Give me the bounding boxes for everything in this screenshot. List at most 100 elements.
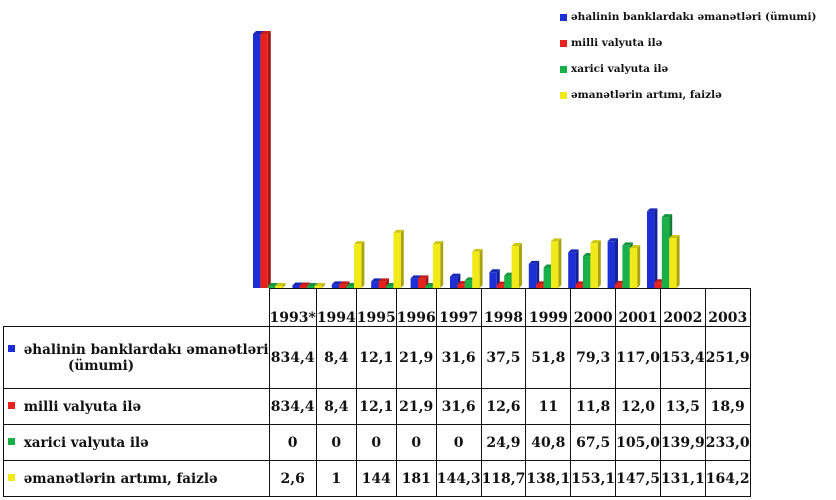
cell-total-2003: 251,9 (704, 326, 751, 389)
table-corner (3, 288, 270, 327)
row-label-national: milli valyuta ilə (3, 388, 270, 425)
cell-growth-1999: 138,1 (525, 460, 572, 497)
bar-top-total-2000 (528, 260, 540, 264)
bar-front-foreign-1997 (425, 286, 433, 288)
row-label-national-text: milli valyuta ilə (23, 398, 142, 415)
bar-front-growth-2002 (629, 248, 638, 288)
row-swatch-total (8, 344, 15, 352)
cell-growth-1997: 144,3 (435, 460, 482, 497)
row-label-foreign-text: xarici valyuta ilə (23, 434, 149, 451)
cell-foreign-2001: 105,0 (615, 424, 661, 461)
bar-front-foreign-1994 (307, 286, 315, 288)
year-header-1994: 1994 (315, 288, 357, 327)
cell-growth-2003: 164,2 (704, 460, 751, 497)
bar-front-national-1997 (418, 278, 426, 288)
bar-side-growth-1993* (282, 283, 286, 288)
bar-front-foreign-2002 (622, 245, 630, 288)
cell-national-2001: 12,0 (615, 388, 661, 425)
bar-top-national-1993* (260, 31, 271, 34)
bar-growth-1997 (432, 241, 444, 288)
year-header-1997: 1997 (435, 288, 482, 327)
cell-national-1994: 8,4 (315, 388, 357, 425)
bar-front-foreign-2000 (543, 267, 551, 288)
bar-side-total-2000 (536, 260, 540, 288)
legend-item-total: əhalinin banklardakı əmanətləri (ümumi) (560, 4, 832, 30)
cell-growth-1993*: 2,6 (268, 460, 317, 497)
cell-total-2000: 79,3 (570, 326, 617, 389)
bar-front-growth-1999 (511, 245, 519, 288)
bar-top-national-1997 (418, 275, 429, 279)
bar-side-total-2002 (615, 238, 618, 288)
bar-growth-2002 (629, 245, 641, 288)
bar-total-2003 (647, 208, 658, 288)
bar-side-growth-1994 (322, 283, 325, 288)
bar-front-foreign-1998 (464, 280, 473, 288)
bar-top-total-1994 (292, 282, 303, 286)
cell-growth-2001: 147,5 (615, 460, 661, 497)
cell-national-1999: 11 (525, 388, 572, 425)
bar-top-total-2001 (568, 249, 579, 253)
cell-national-2003: 18,9 (704, 388, 751, 425)
legend-swatch-national (560, 39, 567, 47)
bar-growth-1993* (275, 283, 286, 288)
bar-front-growth-1996 (393, 232, 401, 288)
bar-front-foreign-2003 (661, 217, 670, 288)
table-row-foreign: xarici valyuta ilə 0 0 0 0 0 24,9 40,8 67,5 105,… (3, 424, 751, 461)
cell-total-1997: 31,6 (435, 326, 482, 389)
legend-item-national: milli valyuta ilə (560, 30, 832, 56)
legend-swatch-foreign (560, 65, 567, 73)
year-header-row: 1993* 1994 1995 1996 1997 1998 1999 2000 2001 200… (3, 288, 751, 327)
bar-top-growth-1995 (354, 241, 365, 245)
row-label-total-line2: (ümumi) (68, 357, 135, 374)
data-table: 1993* 1994 1995 1996 1997 1998 1999 2000 2001 200… (3, 288, 751, 497)
bar-side-total-2001 (575, 249, 579, 288)
bar-side-growth-1995 (361, 241, 365, 288)
bar-front-national-1999 (496, 284, 505, 288)
legend-item-foreign: xarici valyuta ilə (560, 56, 832, 82)
year-header-1996: 1996 (395, 288, 437, 327)
bar-national-1993* (260, 31, 271, 288)
bar-front-growth-2003 (669, 238, 677, 288)
bar-front-total-1995 (331, 284, 340, 288)
bar-top-foreign-2002 (622, 242, 633, 246)
bar-front-national-2000 (536, 284, 544, 288)
cell-growth-1994: 1 (315, 460, 357, 497)
cell-total-1993*: 834,4 (268, 326, 317, 389)
bar-top-growth-2001 (590, 240, 601, 244)
cell-total-2002: 153,4 (659, 326, 706, 389)
bar-top-growth-1994 (314, 283, 325, 286)
cell-national-1993*: 834,4 (268, 388, 317, 425)
bar-front-national-2003 (654, 282, 662, 288)
bar-top-growth-1998 (472, 248, 483, 252)
row-label-growth: əmanətlərin artımı, faizlə (3, 460, 270, 497)
bar-front-growth-1997 (432, 244, 441, 288)
bar-front-growth-1995 (354, 244, 362, 288)
cell-growth-2002: 131,1 (659, 460, 706, 497)
bar-top-total-1996 (371, 278, 382, 282)
bar-front-total-1993* (253, 34, 261, 288)
bar-top-growth-2002 (629, 245, 641, 249)
bar-top-foreign-1993* (267, 283, 279, 286)
bar-front-foreign-1995 (346, 286, 354, 288)
bar-top-growth-1993* (275, 283, 286, 286)
row-label-foreign: xarici valyuta ilə (3, 424, 270, 461)
bar-front-national-1994 (299, 285, 308, 288)
bar-front-growth-1994 (314, 286, 322, 288)
cell-growth-1998: 118,7 (480, 460, 527, 497)
cell-national-1997: 31,6 (435, 388, 482, 425)
bar-top-foreign-2003 (661, 214, 673, 218)
cell-national-1996: 21,9 (395, 388, 437, 425)
bar-front-foreign-1993* (267, 286, 276, 288)
legend-swatch-total (560, 13, 567, 21)
bar-front-foreign-1996 (386, 286, 394, 288)
bar-top-growth-2003 (669, 235, 680, 239)
bar-front-national-1993* (260, 34, 268, 288)
bar-top-growth-1999 (511, 242, 522, 246)
bar-top-national-1996 (378, 278, 389, 282)
legend: əhalinin banklardakı əmanətləri (ümumi) … (560, 4, 832, 108)
cell-growth-2000: 153,1 (570, 460, 617, 497)
bar-top-total-1995 (331, 281, 343, 285)
table-row-national: milli valyuta ilə 834,4 8,4 12,1 21,9 31,6 12… (3, 388, 751, 425)
bar-side-growth-2003 (676, 235, 680, 288)
year-header-1993*: 1993* (268, 288, 317, 327)
